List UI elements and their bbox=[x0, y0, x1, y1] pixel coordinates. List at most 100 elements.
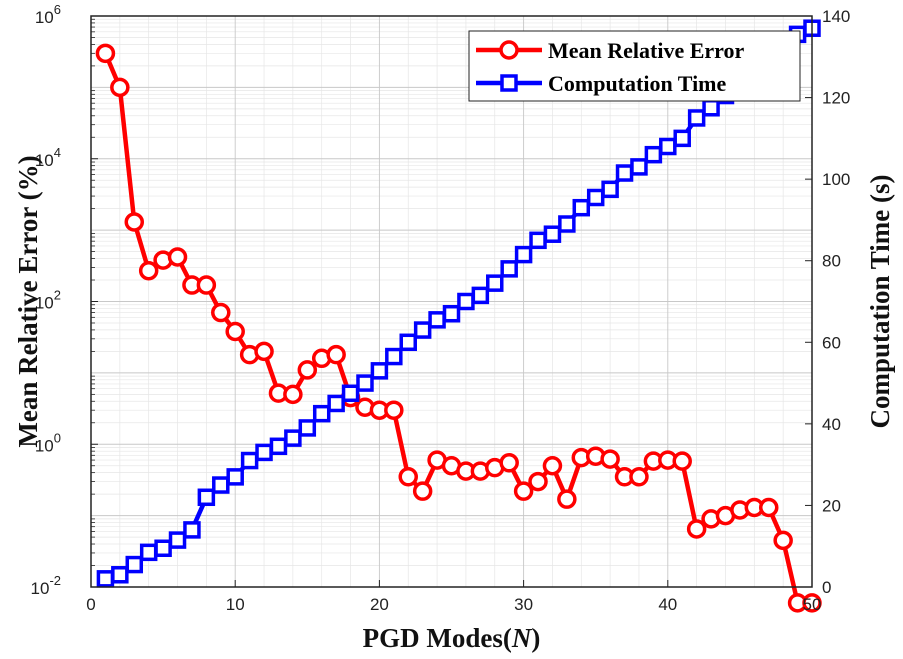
x-tick-label: 30 bbox=[514, 595, 533, 614]
data-point-computation-time bbox=[543, 225, 562, 243]
data-point-mean-relative-error bbox=[95, 43, 116, 64]
data-point-mean-relative-error bbox=[758, 497, 779, 518]
data-point-computation-time bbox=[226, 468, 244, 486]
legend-box bbox=[468, 30, 801, 102]
x-axis-title: PGD Modes(N) bbox=[363, 623, 541, 653]
data-point-computation-time bbox=[139, 543, 158, 562]
legend-label-computation-time: Computation Time bbox=[548, 71, 727, 96]
data-point-computation-time bbox=[486, 274, 504, 292]
data-point-mean-relative-error bbox=[557, 489, 577, 509]
data-point-computation-time bbox=[572, 198, 591, 217]
data-point-computation-time bbox=[601, 180, 619, 199]
data-point-mean-relative-error bbox=[326, 344, 346, 365]
y-left-tick-label: 100 bbox=[35, 430, 61, 455]
data-point-mean-relative-error bbox=[225, 321, 245, 342]
data-point-computation-time bbox=[197, 488, 216, 507]
data-point-computation-time bbox=[471, 286, 490, 305]
y-right-tick-label: 100 bbox=[822, 170, 850, 189]
data-point-computation-time bbox=[96, 570, 115, 588]
y-right-tick-label: 20 bbox=[822, 496, 841, 515]
data-point-computation-time bbox=[183, 521, 201, 539]
data-point-mean-relative-error bbox=[412, 481, 433, 501]
y-left-tick-label: 106 bbox=[35, 2, 61, 27]
data-point-mean-relative-error bbox=[254, 341, 274, 362]
data-point-computation-time bbox=[284, 429, 302, 447]
data-point-computation-time bbox=[385, 347, 403, 366]
data-point-computation-time bbox=[687, 109, 706, 127]
data-point-mean-relative-error bbox=[686, 519, 707, 539]
x-tick-label: 0 bbox=[86, 595, 95, 614]
data-point-computation-time bbox=[500, 260, 518, 278]
series-layer bbox=[95, 19, 822, 613]
data-point-computation-time bbox=[529, 231, 547, 250]
y-right-tick-label: 80 bbox=[822, 252, 841, 271]
data-point-computation-time bbox=[111, 566, 129, 584]
y-right-tick-label: 140 bbox=[822, 7, 850, 26]
data-point-mean-relative-error bbox=[196, 275, 217, 295]
y-right-tick-label: 60 bbox=[822, 333, 841, 352]
data-point-computation-time bbox=[168, 531, 187, 549]
data-point-mean-relative-error bbox=[283, 384, 303, 405]
data-point-computation-time bbox=[312, 404, 331, 423]
data-point-computation-time bbox=[673, 129, 691, 148]
data-point-mean-relative-error bbox=[629, 467, 649, 487]
data-point-computation-time bbox=[356, 374, 374, 392]
legend-items: Mean Relative Error Computation Time bbox=[476, 38, 745, 96]
y-right-tick-label: 120 bbox=[822, 89, 850, 108]
data-point-mean-relative-error bbox=[384, 400, 404, 420]
legend-label-mean-relative-error: Mean Relative Error bbox=[548, 38, 745, 63]
y-right-tick-label: 0 bbox=[822, 578, 831, 597]
data-point-mean-relative-error bbox=[499, 453, 519, 473]
data-point-mean-relative-error bbox=[138, 260, 159, 281]
data-point-computation-time bbox=[514, 245, 533, 264]
data-point-computation-time bbox=[341, 384, 360, 403]
x-tick-label: 20 bbox=[370, 595, 389, 614]
data-point-mean-relative-error bbox=[167, 247, 188, 267]
data-point-computation-time bbox=[644, 145, 663, 164]
x-tick-label: 10 bbox=[226, 595, 245, 614]
data-point-computation-time bbox=[702, 99, 720, 117]
data-point-mean-relative-error bbox=[124, 212, 145, 232]
data-point-computation-time bbox=[154, 539, 172, 558]
legend-marker-computation-time bbox=[500, 74, 518, 92]
data-point-mean-relative-error bbox=[773, 530, 793, 551]
y-axis-left-title: Mean Relative Error (%) bbox=[13, 155, 43, 447]
data-point-computation-time bbox=[659, 137, 677, 156]
data-point-computation-time bbox=[428, 311, 446, 329]
data-point-computation-time bbox=[615, 164, 634, 182]
x-tick-label: 40 bbox=[658, 595, 677, 614]
ticks-layer: 0 10 20 30 40 50 10-2 100 102 104 106 0 20 40 60 80 100 1… bbox=[31, 2, 851, 614]
data-point-mean-relative-error bbox=[398, 467, 418, 487]
y-left-tick-label: 104 bbox=[35, 145, 61, 170]
legend: Mean Relative Error Computation Time bbox=[468, 30, 801, 102]
y-axis-right-title: Computation Time (s) bbox=[865, 174, 895, 428]
y-left-tick-label: 102 bbox=[35, 288, 61, 313]
data-point-mean-relative-error bbox=[542, 455, 563, 476]
data-point-computation-time bbox=[586, 188, 605, 207]
legend-marker-mean-relative-error bbox=[499, 40, 519, 60]
data-point-computation-time bbox=[125, 555, 144, 574]
data-point-computation-time bbox=[240, 451, 259, 470]
data-point-computation-time bbox=[399, 333, 417, 352]
data-point-computation-time bbox=[442, 304, 461, 323]
y-left-tick-label: 10-2 bbox=[31, 573, 61, 598]
data-point-mean-relative-error bbox=[528, 471, 548, 492]
data-point-mean-relative-error bbox=[513, 481, 534, 501]
data-point-computation-time bbox=[370, 362, 389, 380]
data-point-mean-relative-error bbox=[672, 451, 692, 471]
data-point-mean-relative-error bbox=[297, 360, 318, 380]
y-right-tick-label: 40 bbox=[822, 415, 841, 434]
data-point-computation-time bbox=[298, 419, 317, 437]
data-point-computation-time bbox=[327, 394, 345, 413]
data-point-computation-time bbox=[630, 158, 648, 176]
x-tick-label: 50 bbox=[803, 595, 822, 614]
data-point-mean-relative-error bbox=[802, 593, 822, 613]
data-point-computation-time bbox=[212, 476, 230, 494]
data-point-computation-time bbox=[413, 321, 432, 339]
data-point-computation-time bbox=[457, 292, 475, 311]
data-point-computation-time bbox=[269, 437, 288, 456]
data-point-mean-relative-error bbox=[110, 77, 130, 98]
data-point-computation-time bbox=[255, 443, 273, 462]
data-point-mean-relative-error bbox=[600, 449, 620, 469]
